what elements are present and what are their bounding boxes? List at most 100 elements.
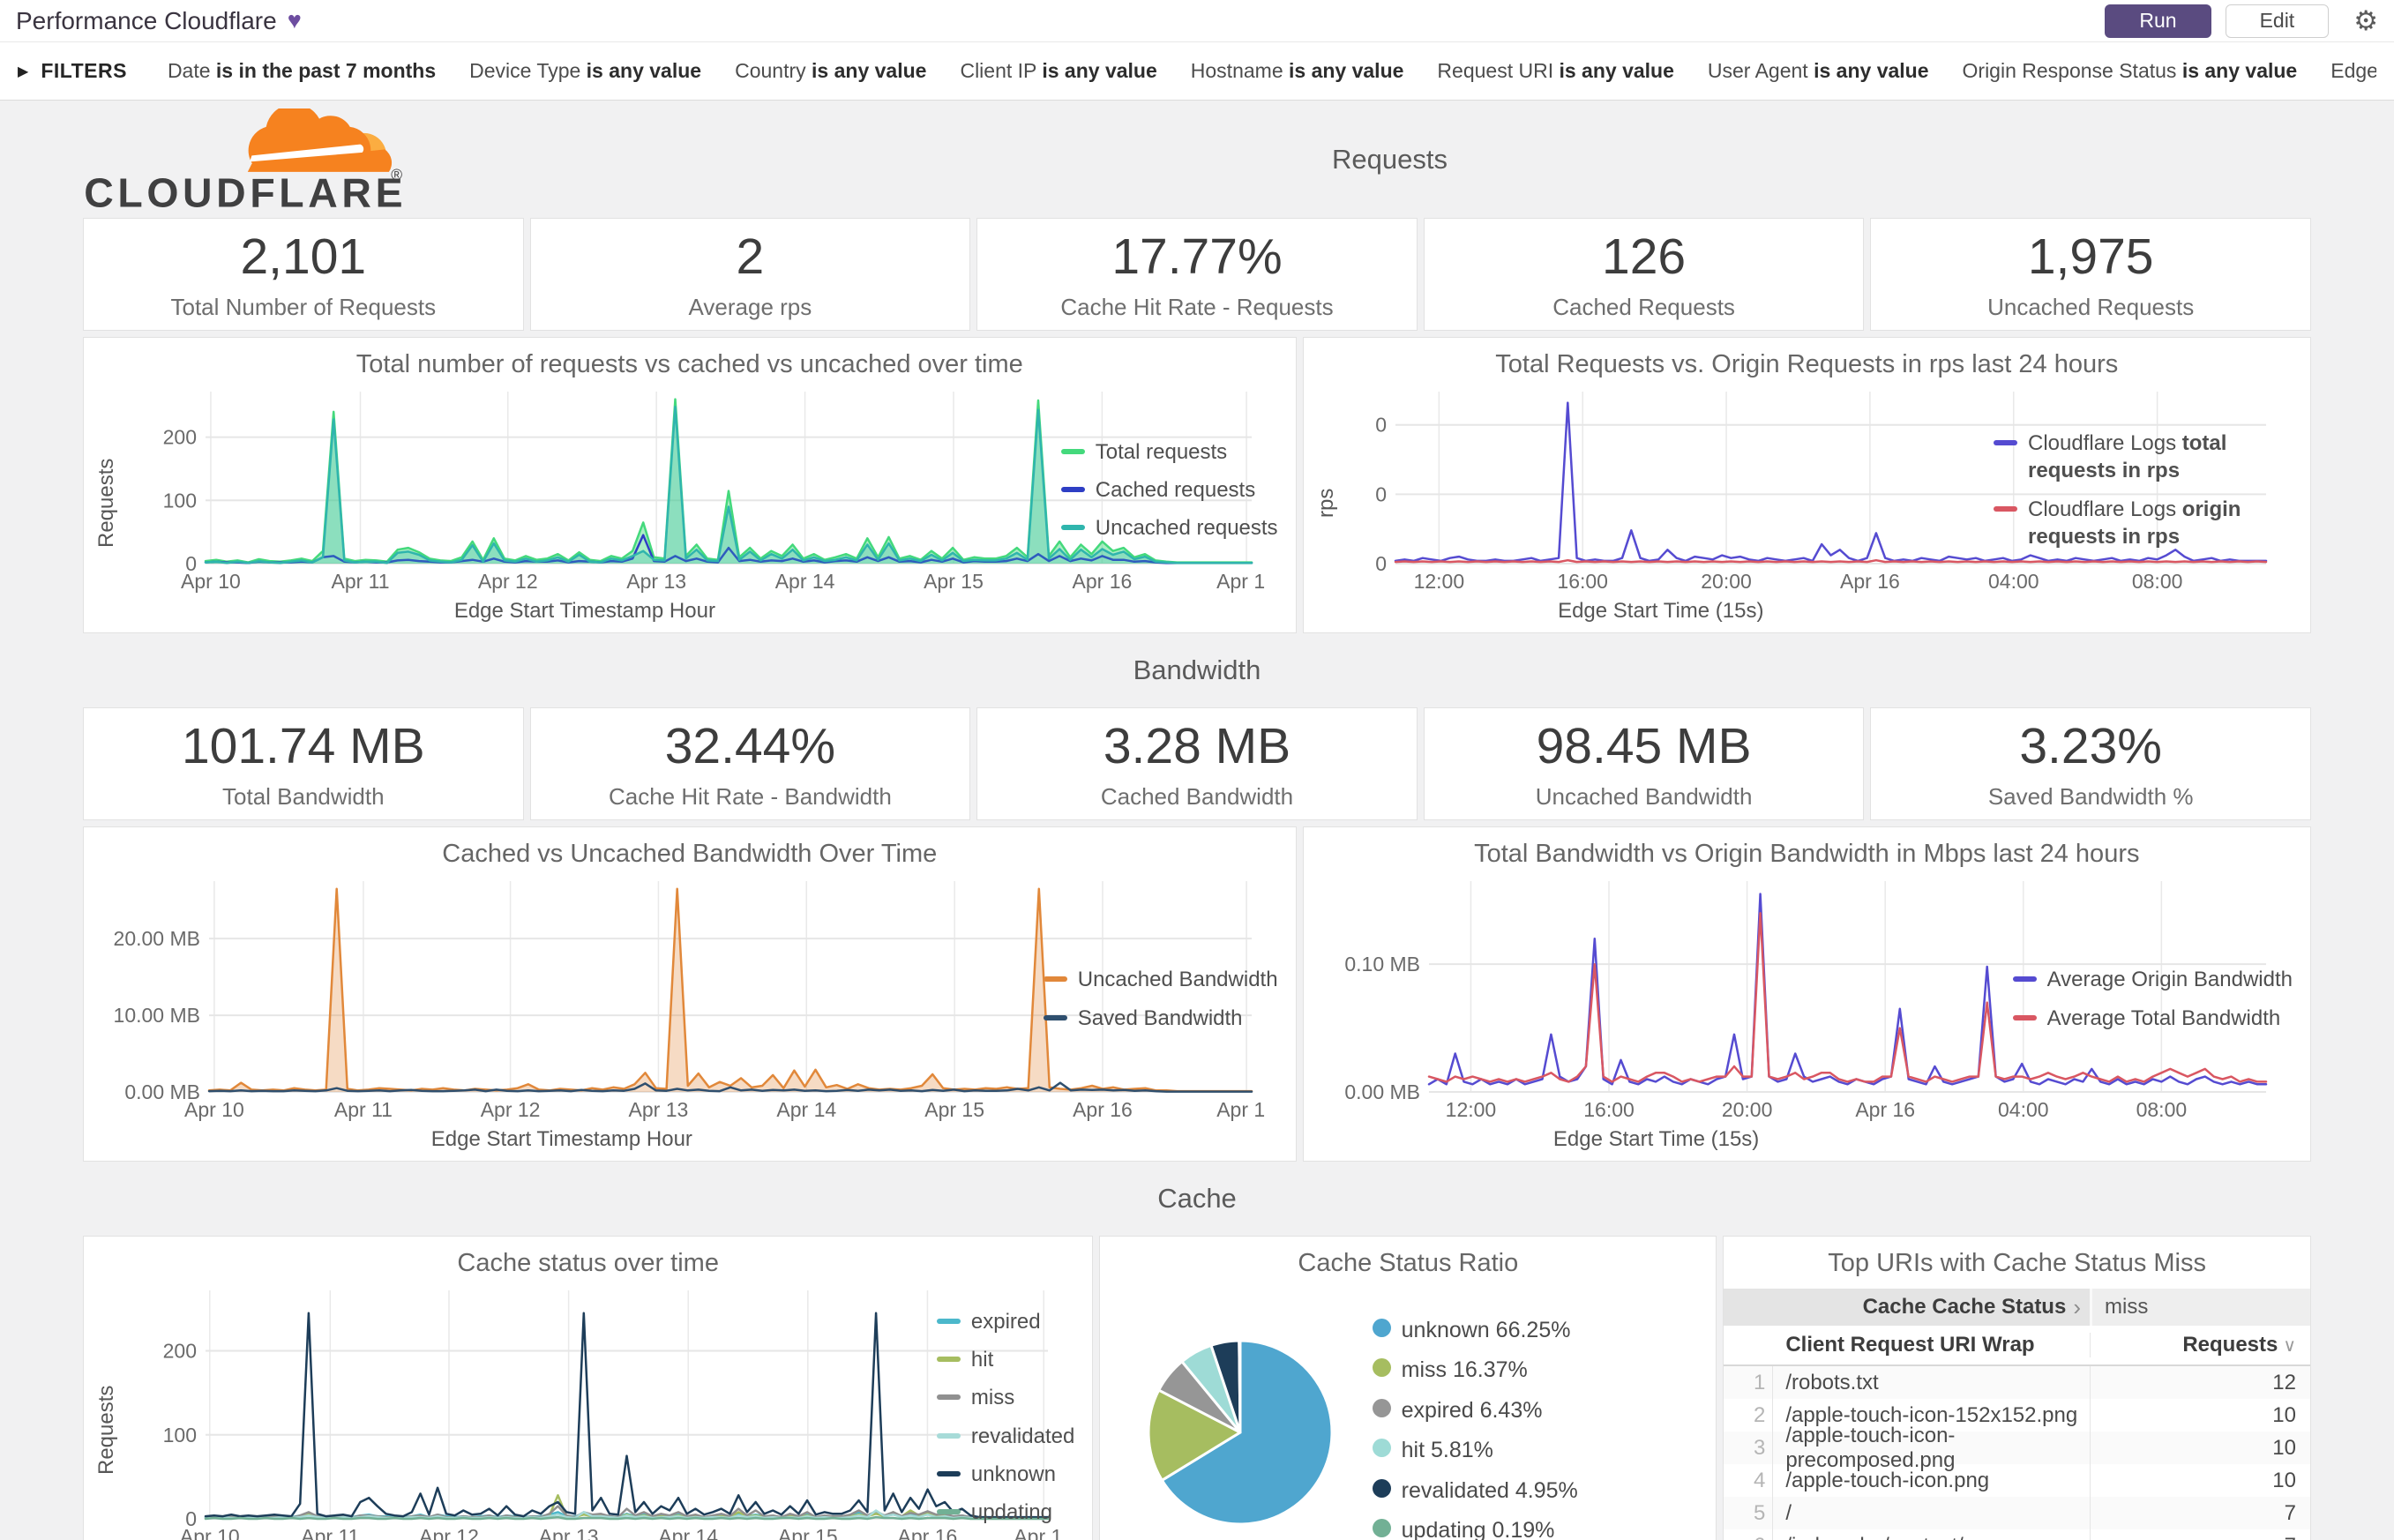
legend-item[interactable]: Average Total Bandwidth bbox=[2012, 1005, 2293, 1032]
svg-text:Apr 12: Apr 12 bbox=[478, 570, 538, 593]
legend-label: Uncached Bandwidth bbox=[1077, 968, 1278, 992]
filter-condition: is any value bbox=[1289, 59, 1404, 82]
svg-text:Apr 16: Apr 16 bbox=[1073, 1098, 1133, 1121]
filter-chip[interactable]: User Agent is any value bbox=[1708, 59, 1929, 83]
filter-field: Hostname bbox=[1190, 59, 1283, 82]
requests-cell[interactable]: 10 bbox=[2090, 1432, 2310, 1464]
bandwidth-charts-row: Cached vs Uncached Bandwidth Over Time A… bbox=[83, 826, 2311, 1162]
legend-item[interactable]: hit 5.81% bbox=[1372, 1436, 1708, 1465]
legend-item[interactable]: Uncached requests bbox=[1060, 514, 1278, 542]
filter-chip[interactable]: Date is in the past 7 months bbox=[168, 59, 436, 83]
legend-swatch-icon bbox=[1994, 505, 2017, 512]
legend-swatch-icon bbox=[1060, 448, 1085, 454]
chart-title: Total number of requests vs cached vs un… bbox=[355, 350, 1023, 378]
cache-status-over-time-plot[interactable]: Apr 10 Apr 11 Apr 12 Apr 13 Apr 14 Apr 15 Apr … bbox=[121, 1280, 1062, 1540]
legend-item[interactable]: expired bbox=[936, 1308, 1074, 1335]
chart-legend: Average Origin Bandwidth Average Total Ba… bbox=[2001, 871, 2301, 1154]
table-row[interactable]: 3/apple-touch-icon-precomposed.png 10 bbox=[1724, 1424, 2310, 1472]
requests-cell[interactable]: 10 bbox=[2090, 1464, 2310, 1497]
rps-last-24h-chart: Total Requests vs. Origin Requests in rp… bbox=[1302, 337, 2311, 633]
filter-chip[interactable]: Country is any value bbox=[735, 59, 926, 83]
svg-text:0: 0 bbox=[1375, 482, 1387, 505]
legend-dot-icon bbox=[1372, 1358, 1391, 1377]
requests-over-time-plot[interactable]: Apr 10 Apr 11 Apr 12 Apr 13 Apr 14 Apr 15 Apr … bbox=[121, 381, 1266, 595]
chart-legend: Cloudflare Logs total requests in rps Clo… bbox=[1981, 381, 2301, 625]
legend-item[interactable]: Saved Bandwidth bbox=[1043, 1005, 1278, 1032]
y-axis-title: Requests bbox=[94, 458, 118, 549]
uri-cell[interactable]: /apple-touch-icon.png bbox=[1785, 1468, 1990, 1492]
table-row[interactable]: 2/apple-touch-icon-152x152.png 10 bbox=[1724, 1399, 2310, 1432]
filter-chip[interactable]: Request URI is any value bbox=[1437, 59, 1673, 83]
pivot-header[interactable]: Cache Cache Status › bbox=[1724, 1289, 2090, 1326]
filters-toggle-icon[interactable]: ▶ bbox=[18, 64, 29, 79]
kpi-value: 17.77% bbox=[1111, 228, 1283, 285]
svg-text:Apr 16: Apr 16 bbox=[1840, 570, 1900, 593]
section-header-requests: Requests bbox=[1332, 144, 1448, 175]
requests-column-header[interactable]: Requests ∨ bbox=[2090, 1333, 2310, 1357]
legend-item[interactable]: revalidated 4.95% bbox=[1372, 1476, 1708, 1506]
legend-item[interactable]: updating 0.19% bbox=[1372, 1516, 1708, 1540]
legend-item[interactable]: Uncached Bandwidth bbox=[1043, 966, 1278, 993]
kpi-uncached-requests: 1,975 Uncached Requests bbox=[1870, 218, 2311, 331]
legend-item[interactable]: Cached requests bbox=[1060, 476, 1278, 504]
filter-chip[interactable]: Client IP is any value bbox=[960, 59, 1156, 83]
legend-label: expired bbox=[970, 1309, 1041, 1334]
kpi-label: Average rps bbox=[688, 294, 812, 320]
bandwidth-over-time-plot[interactable]: Apr 10 Apr 11 Apr 12 Apr 13 Apr 14 Apr 15 Apr … bbox=[93, 871, 1266, 1124]
uri-cell[interactable]: /apple-touch-icon-precomposed.png bbox=[1785, 1423, 1956, 1472]
filter-chip[interactable]: Edge Response Status is any value bbox=[2330, 59, 2376, 83]
svg-text:0.00 MB: 0.00 MB bbox=[124, 1080, 200, 1103]
cloudflare-logo: CLOUDFLARE ® bbox=[83, 108, 462, 212]
uri-cell[interactable]: /index.php/contact/ bbox=[1773, 1534, 2090, 1540]
cache-status-ratio-pie[interactable] bbox=[1109, 1329, 1372, 1532]
legend-item[interactable]: Cloudflare Logs total requests in rps bbox=[1994, 430, 2293, 484]
legend-item[interactable]: Cloudflare Logs origin requests in rps bbox=[1994, 496, 2293, 550]
legend-item[interactable]: miss 16.37% bbox=[1372, 1356, 1708, 1385]
requests-cell[interactable]: 7 bbox=[2090, 1529, 2310, 1540]
legend-item[interactable]: Total requests bbox=[1060, 438, 1278, 466]
table-header-row: Client Request URI Wrap Requests ∨ bbox=[1724, 1326, 2310, 1366]
kpi-cache-hit-rate-requests: 17.77% Cache Hit Rate - Requests bbox=[976, 218, 1418, 331]
svg-text:12:00: 12:00 bbox=[1445, 1098, 1496, 1121]
legend-item[interactable]: Average Origin Bandwidth bbox=[2012, 966, 2293, 993]
table-row[interactable]: 1/robots.txt 12 bbox=[1724, 1366, 2310, 1399]
kpi-label: Cached Requests bbox=[1552, 294, 1735, 320]
run-button[interactable]: Run bbox=[2105, 4, 2211, 38]
bandwidth-last-24h-plot[interactable]: 12:00 16:00 20:00 Apr 16 04:00 08:00 0.00 MB 0.… bbox=[1313, 871, 2267, 1124]
rps-last-24h-plot[interactable]: 12:00 16:00 20:00 Apr 16 04:00 08:00 0 0 0 bbox=[1341, 381, 2267, 595]
edit-button[interactable]: Edit bbox=[2225, 4, 2330, 38]
svg-text:Apr 12: Apr 12 bbox=[481, 1098, 541, 1121]
legend-item[interactable]: hit bbox=[936, 1346, 1074, 1373]
svg-text:0: 0 bbox=[1375, 552, 1387, 575]
table-row[interactable]: 6/index.php/contact/7 bbox=[1724, 1529, 2310, 1540]
legend-item[interactable]: expired 6.43% bbox=[1372, 1396, 1708, 1425]
legend-item[interactable]: updating bbox=[936, 1499, 1074, 1526]
row-number: 3 bbox=[1724, 1432, 1774, 1464]
x-axis-title: Edge Start Time (15s) bbox=[1558, 599, 1764, 623]
settings-gear-icon[interactable]: ⚙ bbox=[2353, 4, 2378, 36]
svg-text:200: 200 bbox=[163, 1340, 197, 1363]
legend-item[interactable]: revalidated bbox=[936, 1423, 1074, 1450]
requests-cell[interactable]: 10 bbox=[2090, 1399, 2310, 1432]
filter-chip[interactable]: Hostname is any value bbox=[1191, 59, 1404, 83]
requests-cell[interactable]: 12 bbox=[2090, 1366, 2310, 1399]
legend-item[interactable]: miss bbox=[936, 1384, 1074, 1411]
filter-chip[interactable]: Origin Response Status is any value bbox=[1963, 59, 2298, 83]
kpi-label: Uncached Bandwidth bbox=[1535, 783, 1753, 810]
svg-text:Apr 13: Apr 13 bbox=[629, 1098, 689, 1121]
table-row[interactable]: 4/apple-touch-icon.png 10 bbox=[1724, 1464, 2310, 1497]
uri-cell[interactable]: / bbox=[1785, 1500, 1792, 1525]
table-row[interactable]: 5 / 7 bbox=[1724, 1497, 2310, 1529]
filter-chip[interactable]: Device Type is any value bbox=[469, 59, 701, 83]
legend-item[interactable]: unknown 66.25% bbox=[1372, 1316, 1708, 1345]
cache-status-ratio-chart: Cache Status Ratio unknown 66.25% miss 16… bbox=[1099, 1236, 1717, 1540]
legend-item[interactable]: unknown bbox=[936, 1461, 1074, 1488]
uri-cell[interactable]: /robots.txt bbox=[1785, 1370, 1879, 1394]
legend-label: Cloudflare Logs total requests in rps bbox=[2028, 431, 2227, 483]
legend-label: miss bbox=[970, 1386, 1015, 1410]
kpi-average-rps: 2 Average rps bbox=[529, 218, 971, 331]
legend-label: hit 5.81% bbox=[1401, 1438, 1493, 1462]
requests-cell[interactable]: 7 bbox=[2090, 1497, 2310, 1529]
chart-legend: Total requests Cached requests Uncached re… bbox=[1049, 381, 1287, 625]
legend-swatch-icon bbox=[936, 1432, 961, 1439]
